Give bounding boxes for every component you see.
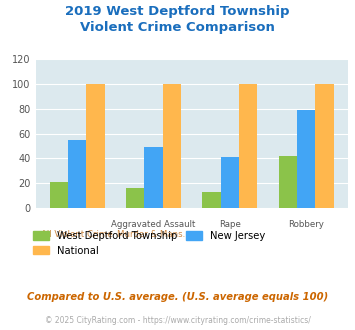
Bar (297, 110, 315, 208)
Bar (144, 147, 163, 208)
Bar (221, 157, 239, 208)
Bar (202, 192, 221, 208)
Bar (163, 84, 181, 208)
Bar (315, 84, 334, 208)
Text: Aggravated Assault: Aggravated Assault (111, 220, 196, 229)
Text: All Violent Crime: All Violent Crime (42, 230, 113, 239)
Bar (68, 140, 86, 208)
Text: Murder & Mans...: Murder & Mans... (117, 230, 190, 239)
Bar (239, 84, 257, 208)
Text: Robbery: Robbery (288, 220, 324, 229)
Bar (50, 182, 68, 208)
Text: © 2025 CityRating.com - https://www.cityrating.com/crime-statistics/: © 2025 CityRating.com - https://www.city… (45, 316, 310, 325)
Text: Rape: Rape (219, 220, 241, 229)
Legend: West Deptford Township, National, New Jersey: West Deptford Township, National, New Je… (33, 231, 265, 255)
Bar (86, 84, 105, 208)
Text: 2019 West Deptford Township
Violent Crime Comparison: 2019 West Deptford Township Violent Crim… (65, 5, 290, 34)
Bar (126, 188, 144, 208)
Bar (279, 156, 297, 208)
Text: Compared to U.S. average. (U.S. average equals 100): Compared to U.S. average. (U.S. average … (27, 292, 328, 302)
